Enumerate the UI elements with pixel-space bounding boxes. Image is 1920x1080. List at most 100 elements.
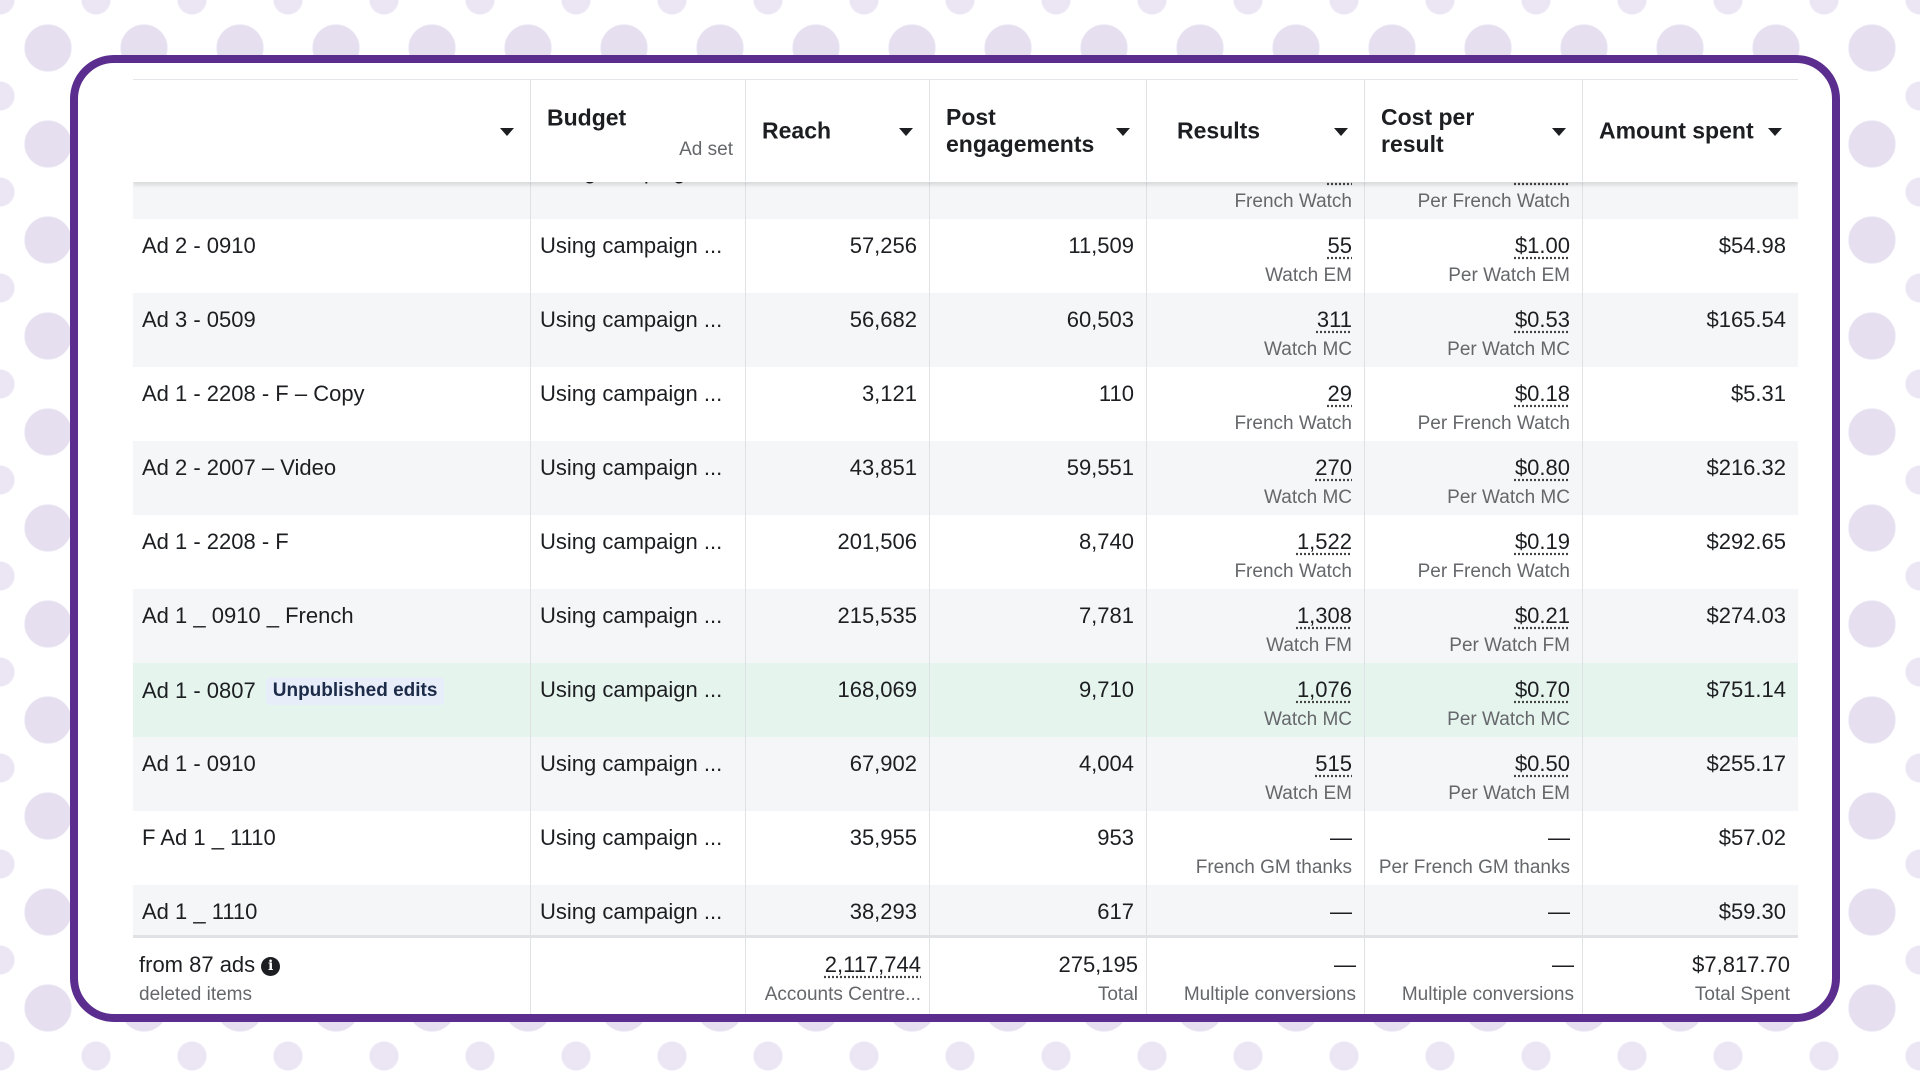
- results-type: Watch MC: [1264, 487, 1352, 508]
- ad-name-cell: Ad 3 - 0509: [133, 293, 531, 367]
- column-header-name[interactable]: [133, 80, 531, 181]
- footer-cost: — Multiple conversions: [1365, 938, 1583, 1014]
- cost-value[interactable]: $1.00: [1514, 233, 1570, 258]
- budget-cell: Using campaign ...: [531, 811, 746, 885]
- cost-value[interactable]: $0.18: [1514, 381, 1570, 406]
- table-row[interactable]: F Ad 1 _ 1110 Using campaign ... 35,955 953…: [133, 811, 1798, 885]
- results-cell: — French GM thanks: [1147, 811, 1365, 885]
- info-icon[interactable]: i: [261, 957, 281, 976]
- ad-name[interactable]: Ad 1 _ 0910 _ French: [142, 603, 354, 628]
- results-cell: 29 French Watch: [1147, 367, 1365, 441]
- column-header-post-engagements[interactable]: Post engagements: [930, 80, 1147, 181]
- spent-cell: $57.02: [1583, 811, 1798, 885]
- results-value[interactable]: 515: [1315, 751, 1352, 776]
- cost-type: Per French GM thanks: [1378, 857, 1570, 878]
- table-row[interactable]: Ad 2 - 2007 – Video Using campaign ... 43,…: [133, 441, 1798, 515]
- cost-cell: —: [1365, 885, 1583, 959]
- engagements-cell: 7,781: [930, 589, 1147, 663]
- cost-cell: $0.21 Per Watch FM: [1365, 589, 1583, 663]
- footer-summary: from 87 ads i deleted items: [133, 938, 531, 1014]
- ad-name[interactable]: Ad 3 - 0509: [142, 307, 256, 332]
- reach-value: 201,506: [837, 529, 917, 554]
- ad-name[interactable]: Ad 2 - 0910: [142, 233, 256, 258]
- reach-value: 35,955: [849, 825, 917, 850]
- cost-value[interactable]: $0.21: [1514, 603, 1570, 628]
- cost-value[interactable]: —: [1548, 825, 1570, 850]
- engagements-value: 4,004: [1078, 751, 1134, 776]
- caret-down-icon[interactable]: [500, 127, 514, 136]
- ads-table: Budget Ad set Reach Post engagements Res…: [133, 79, 1798, 1014]
- table-row[interactable]: Ad 2 - 0910 Using campaign ... 57,256 11,50…: [133, 219, 1798, 293]
- table-row-highlighted[interactable]: Ad 1 - 0807 Unpublished edits Using campai…: [133, 663, 1798, 737]
- footer-reach-value[interactable]: 2,117,744: [824, 952, 921, 977]
- engagements-cell: 60,503: [930, 293, 1147, 367]
- budget-value: Using campaign ...: [540, 381, 723, 406]
- table-row[interactable]: Ad 3 - 0509 Using campaign ... 56,682 60,50…: [133, 293, 1798, 367]
- ad-name[interactable]: Ad 1 - 2208 - F: [142, 529, 289, 554]
- cost-value[interactable]: $0.19: [1514, 529, 1570, 554]
- results-value[interactable]: —: [1330, 899, 1352, 924]
- results-value[interactable]: 311: [1316, 307, 1352, 332]
- reach-cell: 67,902: [746, 737, 930, 811]
- caret-down-icon[interactable]: [899, 127, 913, 136]
- spent-value: $274.03: [1706, 603, 1786, 628]
- column-header-cost-per-result[interactable]: Cost per result: [1365, 80, 1583, 181]
- cost-type: Per Watch FM: [1449, 635, 1570, 656]
- results-value[interactable]: 1,522: [1296, 529, 1352, 554]
- budget-cell: Using campaign ...: [531, 663, 746, 737]
- results-value[interactable]: 1,076: [1296, 677, 1352, 702]
- ad-name[interactable]: F Ad 1 _ 1110: [142, 825, 276, 850]
- footer-spent-sub: Total Spent: [1694, 984, 1790, 1005]
- ad-name[interactable]: Ad 1 - 0807: [142, 678, 256, 703]
- ad-name[interactable]: Ad 1 _ 1110: [142, 899, 258, 924]
- cost-value[interactable]: $0.53: [1514, 307, 1570, 332]
- results-value[interactable]: 270: [1315, 455, 1352, 480]
- table-row[interactable]: Ad 1 - 2208 - F Using campaign ... 201,506…: [133, 515, 1798, 589]
- caret-down-icon[interactable]: [1768, 127, 1782, 136]
- column-header-amount-spent[interactable]: Amount spent: [1583, 80, 1798, 181]
- column-header-reach[interactable]: Reach: [746, 80, 930, 181]
- cost-cell: $0.50 Per Watch EM: [1365, 737, 1583, 811]
- caret-down-icon[interactable]: [1334, 127, 1348, 136]
- engagements-cell: 59,551: [930, 441, 1147, 515]
- cost-cell: $0.18 Per French Watch: [1365, 367, 1583, 441]
- column-header-results[interactable]: Results: [1147, 80, 1365, 181]
- reach-cell: 57,256: [746, 219, 930, 293]
- results-type: French Watch: [1234, 413, 1352, 434]
- table-footer: from 87 ads i deleted items 2,117,744 Acc…: [133, 935, 1798, 1014]
- spent-cell: $59.30: [1583, 885, 1798, 959]
- status-badge: Unpublished edits: [265, 677, 445, 705]
- results-value[interactable]: 29: [1327, 381, 1352, 406]
- caret-down-icon[interactable]: [1116, 127, 1130, 136]
- ad-name[interactable]: Ad 1 - 2208 - F – Copy: [142, 381, 365, 406]
- caret-down-icon[interactable]: [1552, 127, 1566, 136]
- cost-value[interactable]: —: [1548, 899, 1570, 924]
- footer-engagements-sub: Total: [1097, 984, 1138, 1005]
- table-row[interactable]: Ad 1 - 2208 - F – Copy Using campaign ...…: [133, 367, 1798, 441]
- reach-cell: 201,506: [746, 515, 930, 589]
- ad-name[interactable]: Ad 2 - 2007 – Video: [142, 455, 337, 480]
- engagements-value: 60,503: [1066, 307, 1134, 332]
- reach-cell: 3,121: [746, 367, 930, 441]
- results-value[interactable]: —: [1330, 825, 1352, 850]
- footer-cost-sub: Multiple conversions: [1401, 984, 1574, 1005]
- column-header-budget[interactable]: Budget Ad set: [531, 80, 746, 181]
- ad-name[interactable]: Ad 1 - 0910: [142, 751, 256, 776]
- results-type: French Watch: [1234, 191, 1352, 212]
- cost-value[interactable]: $0.70: [1514, 677, 1570, 702]
- cost-value[interactable]: $0.80: [1514, 455, 1570, 480]
- table-header: Budget Ad set Reach Post engagements Res…: [133, 79, 1798, 182]
- cost-cell: $0.19 Per French Watch: [1365, 515, 1583, 589]
- results-value[interactable]: 1,308: [1296, 603, 1352, 628]
- spent-value: $59.30: [1718, 899, 1786, 924]
- spent-value: $5.31: [1730, 381, 1786, 406]
- reach-cell: 56,682: [746, 293, 930, 367]
- ad-name-cell: Ad 1 _ 1110: [133, 885, 531, 959]
- cost-value[interactable]: $0.50: [1514, 751, 1570, 776]
- footer-label: from 87 ads: [139, 952, 256, 977]
- table-row[interactable]: Ad 1 - 0910 Using campaign ... 67,902 4,004…: [133, 737, 1798, 811]
- engagements-cell: 953: [930, 811, 1147, 885]
- engagements-value: 7,781: [1078, 603, 1134, 628]
- table-row[interactable]: Ad 1 _ 0910 _ French Using campaign ... 21…: [133, 589, 1798, 663]
- results-value[interactable]: 55: [1327, 233, 1352, 258]
